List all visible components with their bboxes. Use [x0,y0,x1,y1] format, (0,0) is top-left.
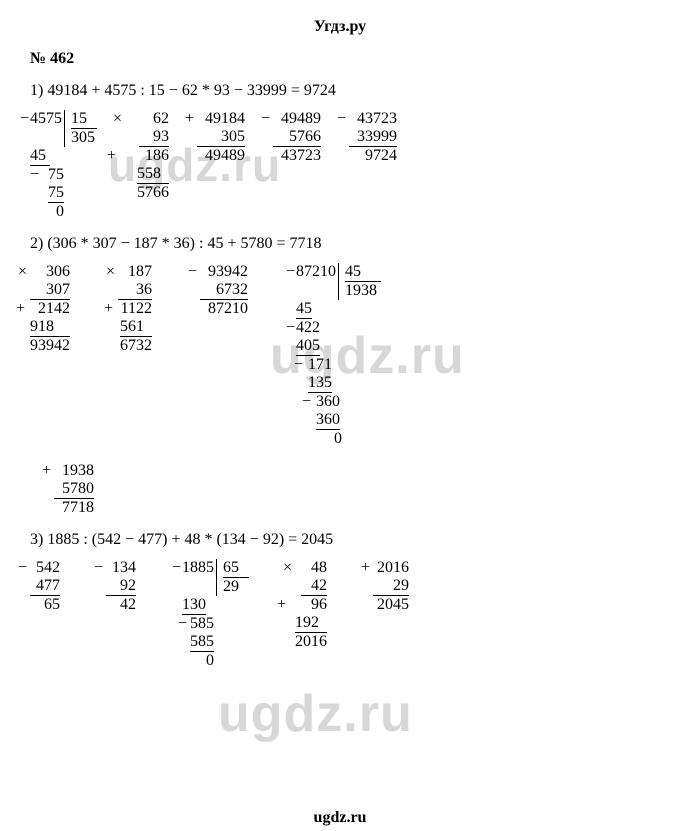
divisor: 15 [71,110,97,129]
subtrahend: 6732 [200,281,248,300]
quotient: 1938 [345,282,381,300]
problem-number: № 462 [30,50,650,68]
div-step: 422 [296,319,320,336]
expression-3: 3) 1885 : (542 − 477) + 48 * (134 − 92) … [30,531,650,549]
partial: 1122 [121,300,152,317]
subtraction: −43723 33999 9724 [349,110,397,165]
expression-1: 1) 49184 + 4575 : 15 − 62 * 93 − 33999 =… [30,82,650,100]
div-step: 360 [312,393,340,410]
subtrahend: 5766 [273,128,321,147]
difference: 9724 [349,147,397,165]
workings-row-2b: +1938 5780 7718 [54,462,650,517]
div-step: 75 [48,184,64,203]
minuend: 93942 [208,263,248,280]
long-division: − 1885 65 29 130 −585 585 0 [182,559,249,670]
partial: 186 [145,147,169,164]
multiplication: ×62 93 +186 558 5766 [125,110,169,202]
difference: 42 [106,596,136,614]
multiplier: 93 [139,128,169,147]
divisor: 45 [345,263,381,282]
site-footer: ugdz.ru [0,809,680,827]
addend: 5780 [54,480,94,499]
quotient: 305 [71,129,97,147]
minuend: 542 [36,559,60,576]
div-step: 585 [190,633,214,652]
product: 5766 [125,184,169,202]
subtrahend: 33999 [349,128,397,147]
partial: 2142 [38,300,70,317]
long-division: − 4575 15 305 45 −75 75 0 [30,110,97,221]
subtraction: −49489 5766 43723 [273,110,321,165]
difference: 87210 [200,300,248,318]
long-division: − 87210 45 1938 45 −422 405 −171 135 −36… [296,263,381,448]
div-step: 130 [182,596,206,615]
div-step: 135 [308,374,332,393]
subtrahend: 477 [30,577,60,596]
divisor: 65 [223,559,249,578]
multiplier: 36 [118,281,152,300]
multiplier: 307 [30,281,70,300]
sum: 7718 [54,499,94,517]
expression-2: 2) (306 * 307 − 187 * 36) : 45 + 5780 = … [30,235,650,253]
subtrahend: 92 [106,577,136,596]
subtraction: −93942 6732 87210 [200,263,248,318]
multiplicand: 62 [153,110,169,127]
product: 2016 [295,633,327,651]
sum: 49489 [197,147,245,165]
addend: 29 [373,577,409,596]
subtraction: −134 92 42 [106,559,136,614]
addend: 49184 [205,110,245,127]
div-step: 585 [188,615,214,632]
div-remainder: 0 [182,652,214,669]
multiplication: ×306 307 +2142 918 93942 [30,263,70,355]
minuend: 43723 [357,110,397,127]
addition: +1938 5780 7718 [54,462,94,517]
partial: 918 [30,318,70,337]
product: 6732 [118,337,152,355]
product: 93942 [30,337,70,355]
subtraction: −542 477 65 [30,559,60,614]
partial: 558 [137,165,169,184]
partial: 96 [311,596,327,613]
multiplicand: 306 [46,263,70,280]
multiplicand: 48 [311,559,327,576]
dividend: 87210 [296,263,336,280]
site-header: Угдз.ру [30,18,650,36]
partial: 561 [120,318,152,337]
multiplicand: 187 [128,263,152,280]
multiplication: ×187 36 +1122 561 6732 [118,263,152,355]
addend: 2016 [377,559,409,576]
div-step: 45 [30,147,50,166]
addition: +2016 29 2045 [373,559,409,614]
addition: +49184 305 49489 [197,110,245,165]
addend: 305 [197,128,245,147]
addend: 1938 [62,462,94,479]
difference: 43723 [273,147,321,165]
minuend: 134 [112,559,136,576]
dividend: 4575 [30,110,62,127]
div-remainder: 0 [296,430,342,447]
quotient: 29 [223,578,249,596]
workings-row-3: −542 477 65 −134 92 42 − 1885 65 29 [30,559,650,670]
difference: 65 [30,596,60,614]
partial: 192 [295,614,327,633]
multiplication: ×48 42 +96 192 2016 [295,559,327,651]
sum: 2045 [373,596,409,614]
multiplier: 42 [301,577,327,596]
minuend: 49489 [281,110,321,127]
workings-row-1: − 4575 15 305 45 −75 75 0 ×62 93 +186 55… [30,110,650,221]
dividend: 1885 [182,559,214,576]
div-step: 405 [296,337,320,356]
div-step: 75 [40,166,64,183]
div-remainder: 0 [30,203,64,220]
workings-row-2a: ×306 307 +2142 918 93942 ×187 36 +1122 5… [30,263,650,448]
div-step: 45 [296,300,312,319]
div-step: 360 [316,411,340,430]
div-step: 171 [304,356,332,373]
